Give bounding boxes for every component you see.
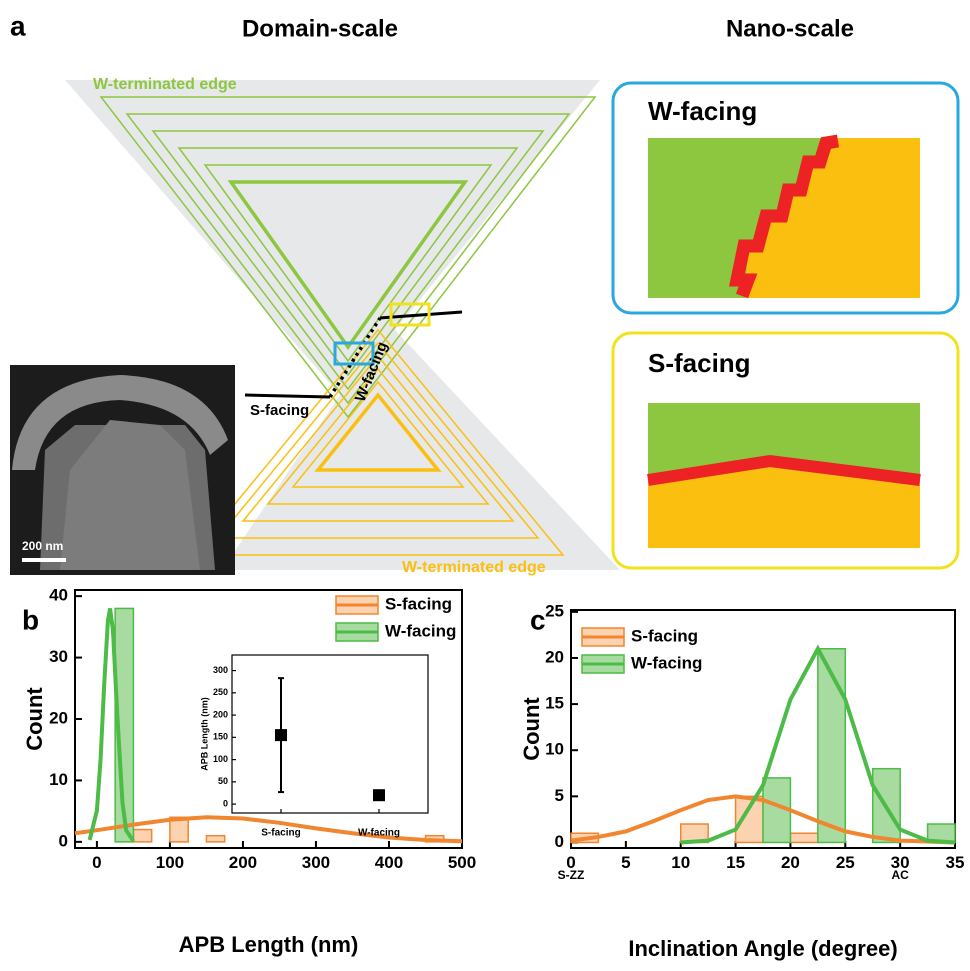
x-tick-label: 10: [671, 853, 690, 872]
section-title: Nano-scale: [726, 15, 854, 42]
apb-label: S-facing: [250, 402, 309, 419]
x-tick-label: W-facing: [358, 828, 400, 839]
bar: [790, 833, 817, 842]
y-tick-label: 100: [213, 754, 228, 764]
x-tick-label: 25: [836, 853, 855, 872]
legend-label: S-facing: [631, 626, 698, 645]
y-tick-label: 20: [49, 708, 68, 727]
y-tick-label: 20: [545, 647, 564, 666]
y-axis-label: Count: [22, 687, 47, 751]
box-title: W-facing: [648, 96, 757, 126]
page: {"panel_a": {"label": "a", "domain_title…: [0, 0, 970, 971]
y-tick-label: 50: [218, 776, 228, 786]
x-tick-label: 20: [781, 853, 800, 872]
y-tick-label: 5: [555, 786, 564, 805]
edge-label: W-terminated edge: [402, 559, 546, 576]
x-axis-label: Inclination Angle (degree): [628, 936, 897, 961]
box-title: S-facing: [648, 348, 751, 378]
panel-label: a: [10, 10, 26, 41]
marker: [373, 789, 385, 801]
y-tick-label: 0: [555, 832, 564, 851]
y-tick-label: 0: [223, 798, 228, 808]
y-tick-label: 25: [545, 601, 564, 620]
x-tick-label: 500: [448, 853, 476, 872]
x-axis-label: APB Length (nm): [179, 932, 359, 957]
y-tick-label: 300: [213, 665, 228, 675]
y-tick-label: 150: [213, 732, 228, 742]
x-tick-label: 35: [946, 853, 965, 872]
x-tick-label: 100: [156, 853, 184, 872]
legend-label: S-facing: [385, 594, 452, 613]
bar: [206, 836, 224, 842]
y-tick-label: 0: [59, 831, 68, 850]
panel-label: c: [530, 604, 546, 635]
y-tick-label: 10: [49, 770, 68, 789]
apb-line: [245, 395, 330, 397]
y-tick-label: 40: [49, 586, 68, 605]
x-tick-label: 400: [375, 853, 403, 872]
y-tick-label: 250: [213, 687, 228, 697]
plot-frame: [232, 655, 428, 813]
x-tick-label: 15: [726, 853, 745, 872]
y-tick-label: 10: [545, 740, 564, 759]
x-tick-label: S-facing: [261, 828, 300, 839]
x-tick-label: 300: [302, 853, 330, 872]
y-tick-label: 15: [545, 694, 564, 713]
y-axis-label: APB Length (nm): [199, 697, 209, 771]
panel-label: b: [22, 604, 39, 635]
micrograph: 200 nm: [10, 365, 235, 575]
legend-label: W-facing: [385, 621, 456, 640]
scale-bar-label: 200 nm: [22, 539, 63, 553]
marker: [275, 729, 287, 741]
y-axis-label: Count: [519, 697, 544, 761]
x-tick-label: 5: [621, 853, 630, 872]
figure: 200 nm a Domain-scale Nano-scale W-termi…: [0, 0, 970, 971]
y-tick-label: 200: [213, 709, 228, 719]
y-tick-label: 30: [49, 647, 68, 666]
bar: [133, 830, 151, 842]
x-tick-label: 200: [229, 853, 257, 872]
x-annotation: AC: [891, 868, 909, 882]
legend-label: W-facing: [631, 653, 702, 672]
x-annotation: S-ZZ: [558, 868, 585, 882]
edge-label: W-terminated edge: [93, 76, 237, 93]
section-title: Domain-scale: [242, 15, 398, 42]
x-tick-label: 0: [92, 853, 101, 872]
